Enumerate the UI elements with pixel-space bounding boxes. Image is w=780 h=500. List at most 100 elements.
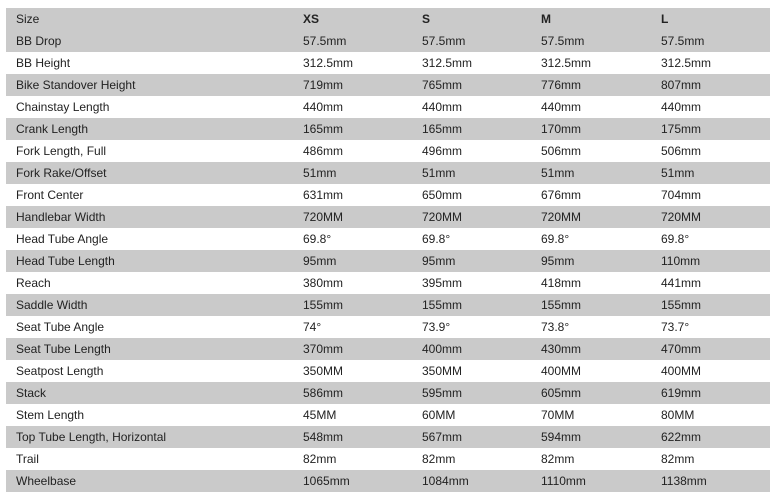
- cell-value: 82mm: [303, 452, 337, 466]
- table-row: Crank Length 165mm 165mm 170mm 175mm: [6, 118, 770, 140]
- cell-value: 395mm: [422, 276, 463, 290]
- cell-value: 765mm: [422, 78, 463, 92]
- cell-value: 1065mm: [303, 474, 350, 488]
- cell-value: 82mm: [661, 452, 695, 466]
- cell-value: 57.5mm: [541, 34, 585, 48]
- table-row: BB Drop 57.5mm 57.5mm 57.5mm 57.5mm: [6, 30, 770, 52]
- cell-value: 720MM: [303, 210, 344, 224]
- cell-value: 440mm: [422, 100, 463, 114]
- cell-value: 418mm: [541, 276, 582, 290]
- cell-value: 155mm: [422, 298, 463, 312]
- table-row: Stem Length 45MM 60MM 70MM 80MM: [6, 404, 770, 426]
- cell-value: 82mm: [541, 452, 575, 466]
- cell-value: 60MM: [422, 408, 456, 422]
- cell-value: 776mm: [541, 78, 582, 92]
- table-row: Handlebar Width 720MM 720MM 720MM 720MM: [6, 206, 770, 228]
- row-label: Fork Rake/Offset: [16, 166, 107, 180]
- cell-value: 704mm: [661, 188, 702, 202]
- row-label: Seat Tube Length: [16, 342, 111, 356]
- header-row: Size XS S M L: [6, 8, 770, 30]
- cell-value: 719mm: [303, 78, 344, 92]
- cell-value: 430mm: [541, 342, 582, 356]
- cell-value: 69.8°: [422, 232, 451, 246]
- cell-value: 51mm: [422, 166, 456, 180]
- cell-value: 619mm: [661, 386, 702, 400]
- row-label: Head Tube Angle: [16, 232, 109, 246]
- cell-value: 548mm: [303, 430, 344, 444]
- cell-value: 155mm: [303, 298, 344, 312]
- cell-value: 312.5mm: [303, 56, 354, 70]
- cell-value: 586mm: [303, 386, 344, 400]
- cell-value: 350MM: [422, 364, 463, 378]
- table-row: Seat Tube Length 370mm 400mm 430mm 470mm: [6, 338, 770, 360]
- header-label: Size: [16, 12, 40, 26]
- cell-value: 312.5mm: [661, 56, 712, 70]
- table-row: Top Tube Length, Horizontal 548mm 567mm 594…: [6, 426, 770, 448]
- cell-value: 380mm: [303, 276, 344, 290]
- size-header-m: M: [541, 12, 551, 26]
- cell-value: 165mm: [303, 122, 344, 136]
- table-row: Reach 380mm 395mm 418mm 441mm: [6, 272, 770, 294]
- cell-value: 400mm: [422, 342, 463, 356]
- row-label: Fork Length, Full: [16, 144, 107, 158]
- cell-value: 51mm: [661, 166, 695, 180]
- table-row: Front Center 631mm 650mm 676mm 704mm: [6, 184, 770, 206]
- cell-value: 82mm: [422, 452, 456, 466]
- cell-value: 51mm: [541, 166, 575, 180]
- cell-value: 350MM: [303, 364, 344, 378]
- cell-value: 95mm: [541, 254, 575, 268]
- row-label: Chainstay Length: [16, 100, 110, 114]
- cell-value: 170mm: [541, 122, 582, 136]
- table-row: Fork Length, Full 486mm 496mm 506mm 506mm: [6, 140, 770, 162]
- row-label: BB Drop: [16, 34, 62, 48]
- row-label: Reach: [16, 276, 51, 290]
- cell-value: 69.8°: [303, 232, 332, 246]
- table-row: Stack 586mm 595mm 605mm 619mm: [6, 382, 770, 404]
- table-row: BB Height 312.5mm 312.5mm 312.5mm 312.5mm: [6, 52, 770, 74]
- cell-value: 95mm: [422, 254, 456, 268]
- row-label: Seat Tube Angle: [16, 320, 105, 334]
- row-label: Wheelbase: [16, 474, 77, 488]
- cell-value: 486mm: [303, 144, 344, 158]
- row-label: Seatpost Length: [16, 364, 104, 378]
- cell-value: 605mm: [541, 386, 582, 400]
- row-label: Stack: [16, 386, 47, 400]
- cell-value: 650mm: [422, 188, 463, 202]
- cell-value: 312.5mm: [541, 56, 592, 70]
- table-row: Saddle Width 155mm 155mm 155mm 155mm: [6, 294, 770, 316]
- row-label: Saddle Width: [16, 298, 88, 312]
- row-label: Head Tube Length: [16, 254, 115, 268]
- cell-value: 57.5mm: [303, 34, 347, 48]
- cell-value: 80MM: [661, 408, 695, 422]
- cell-value: 470mm: [661, 342, 702, 356]
- cell-value: 110mm: [661, 254, 701, 268]
- cell-value: 440mm: [303, 100, 344, 114]
- cell-value: 720MM: [661, 210, 702, 224]
- size-header-xs: XS: [303, 12, 320, 26]
- cell-value: 155mm: [661, 298, 702, 312]
- size-header-s: S: [422, 12, 431, 26]
- cell-value: 440mm: [661, 100, 702, 114]
- geometry-table: Size XS S M L BB Drop 57.5mm 57.5mm 57.5mm 57.5m…: [6, 8, 770, 492]
- cell-value: 567mm: [422, 430, 463, 444]
- cell-value: 57.5mm: [422, 34, 466, 48]
- cell-value: 73.8°: [541, 320, 570, 334]
- cell-value: 312.5mm: [422, 56, 473, 70]
- cell-value: 400MM: [661, 364, 702, 378]
- cell-value: 73.9°: [422, 320, 451, 334]
- table-row: Fork Rake/Offset 51mm 51mm 51mm 51mm: [6, 162, 770, 184]
- row-label: Top Tube Length, Horizontal: [16, 430, 167, 444]
- row-label: Crank Length: [16, 122, 89, 136]
- table-row: Wheelbase 1065mm 1084mm 1110mm 1138mm: [6, 470, 770, 492]
- row-label: BB Height: [16, 56, 71, 70]
- cell-value: 807mm: [661, 78, 702, 92]
- cell-value: 631mm: [303, 188, 344, 202]
- table-row: Seatpost Length 350MM 350MM 400MM 400MM: [6, 360, 770, 382]
- cell-value: 1110mm: [541, 474, 586, 488]
- cell-value: 440mm: [541, 100, 582, 114]
- cell-value: 370mm: [303, 342, 344, 356]
- cell-value: 74°: [303, 320, 322, 334]
- cell-value: 69.8°: [541, 232, 570, 246]
- cell-value: 720MM: [422, 210, 463, 224]
- table-row: Head Tube Length 95mm 95mm 95mm 110mm: [6, 250, 770, 272]
